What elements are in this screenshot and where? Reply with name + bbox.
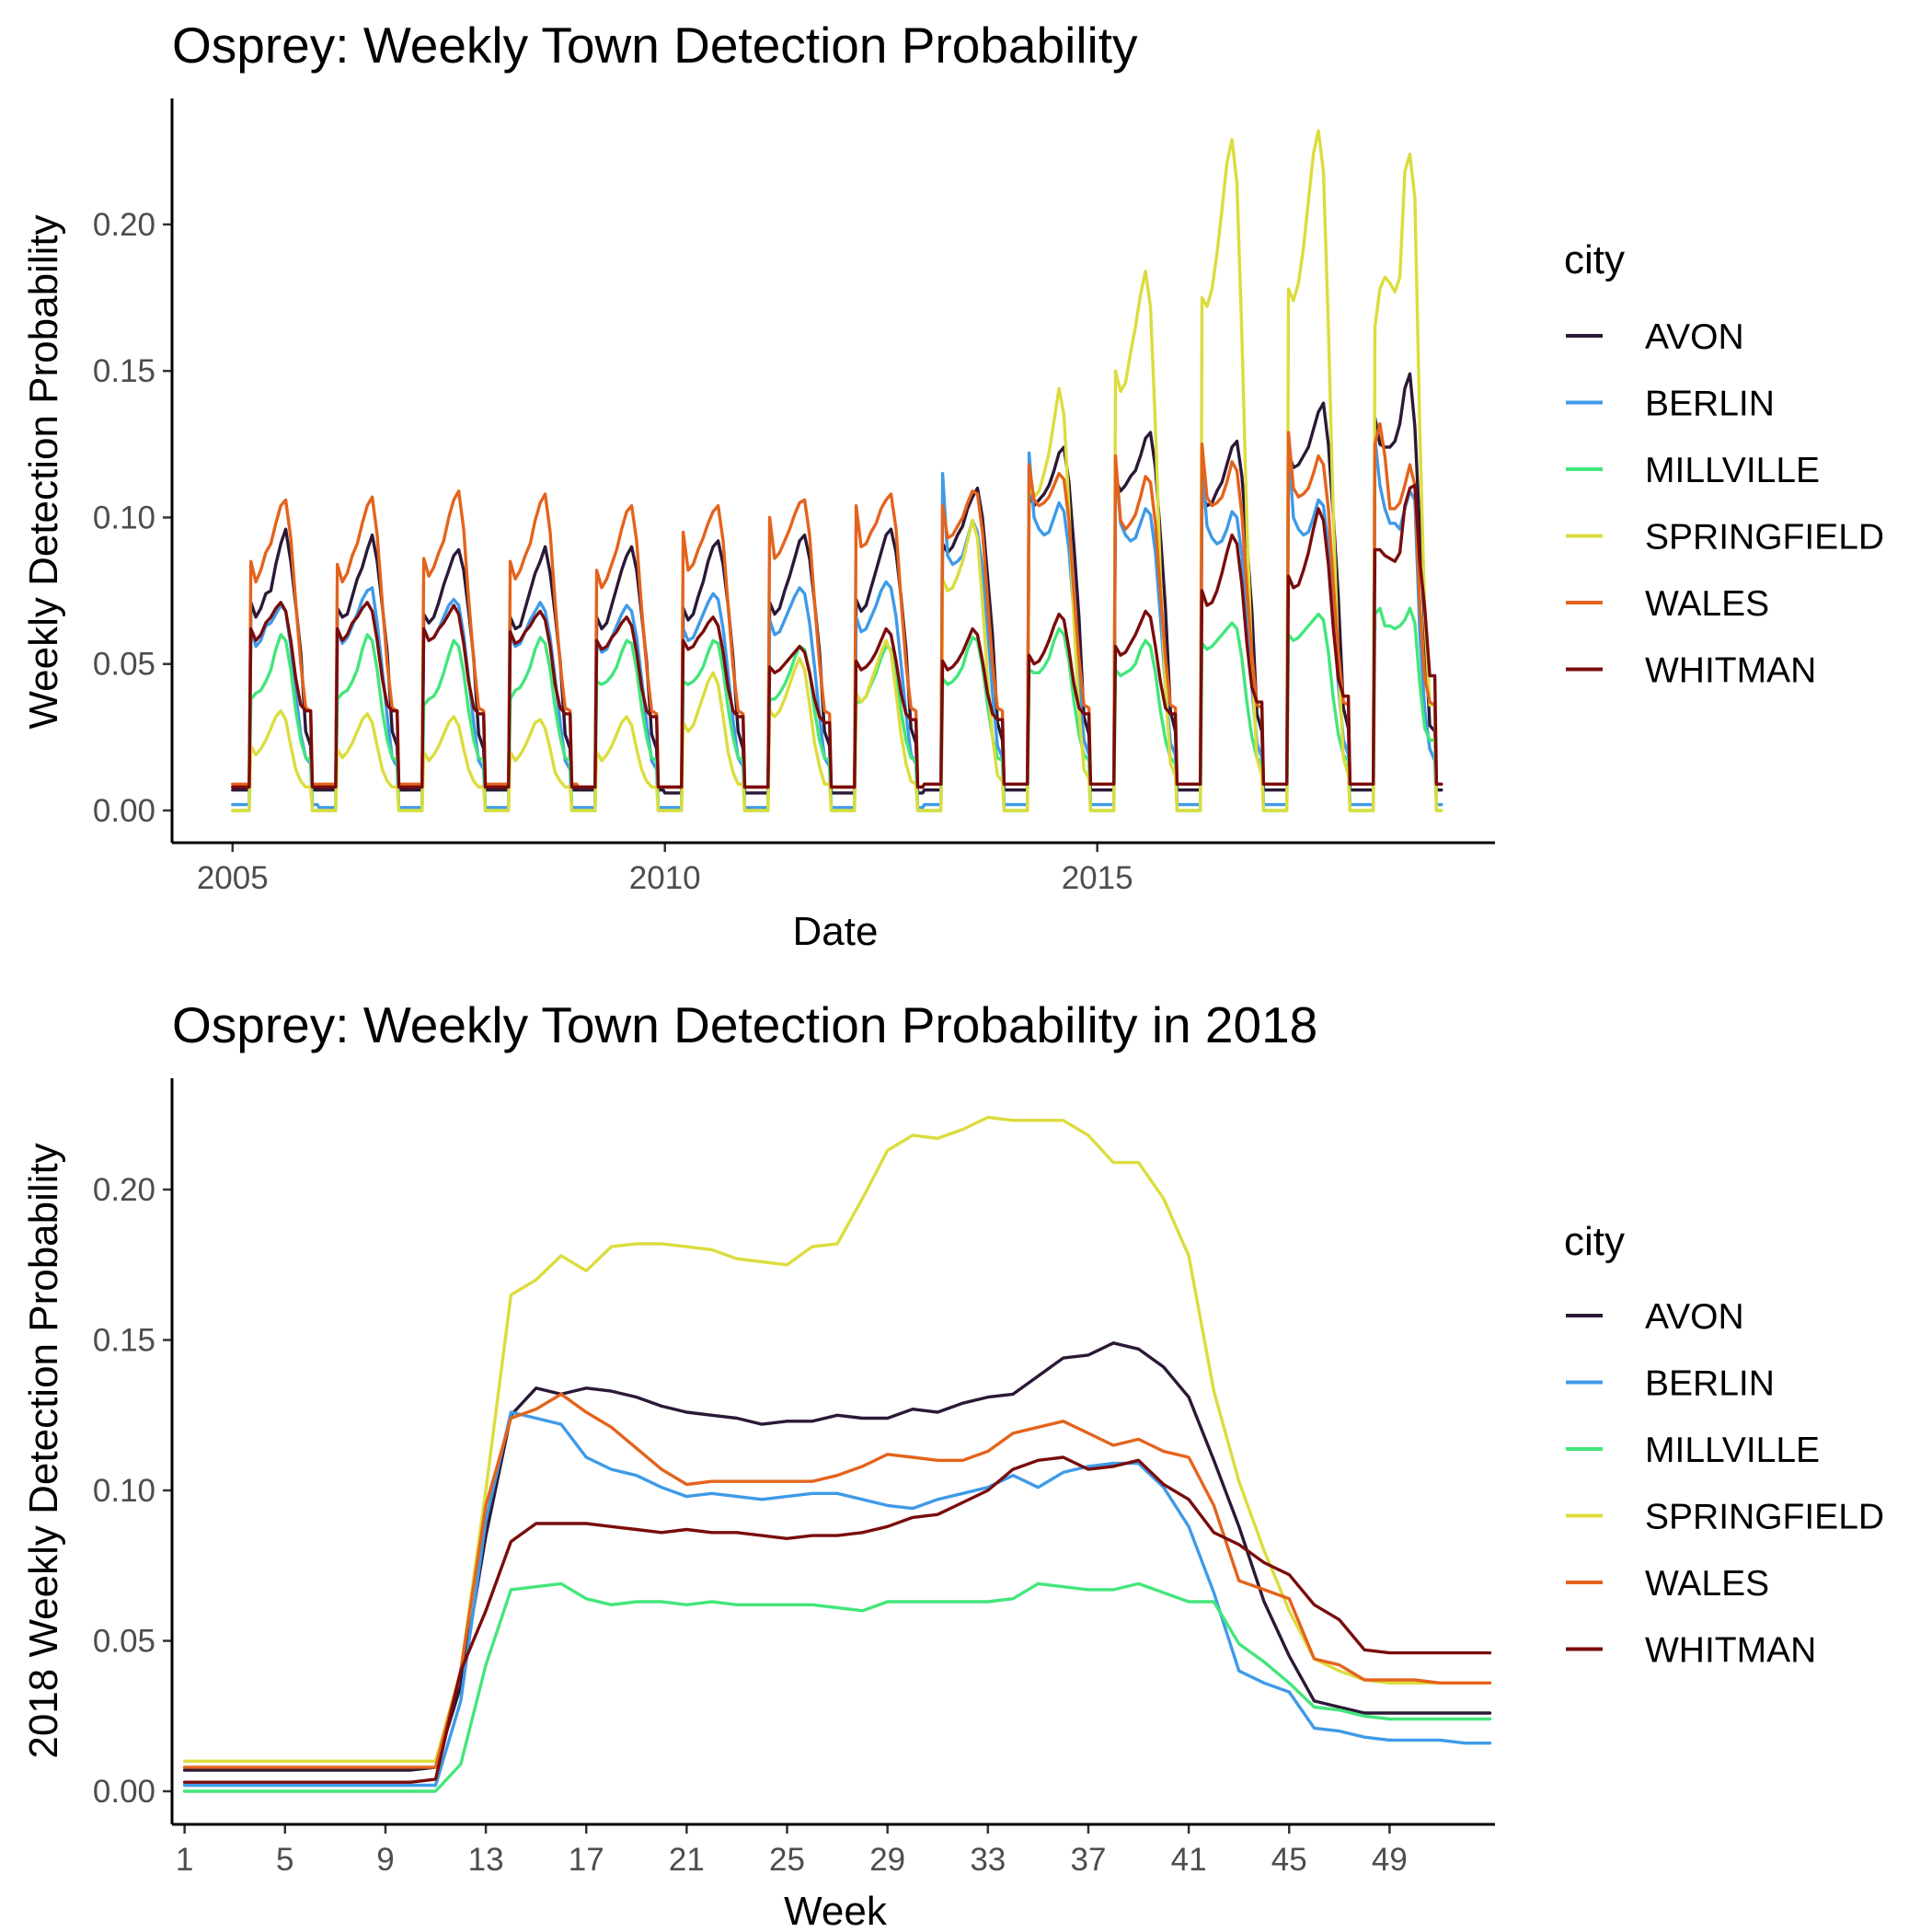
legend-label-berlin: BERLIN	[1645, 1364, 1775, 1404]
x-tick-label: 9	[376, 1842, 394, 1878]
series-line-springfield	[231, 129, 1443, 812]
series-line-whitman	[182, 1455, 1492, 1784]
y-tick-label: 0.00	[93, 793, 155, 829]
series-line-avon	[231, 372, 1443, 795]
x-tick-label: 33	[970, 1842, 1006, 1878]
legend-label-berlin: BERLIN	[1645, 385, 1775, 424]
chart-title: Osprey: Weekly Town Detection Probabilit…	[172, 996, 1317, 1053]
x-tick-label: 37	[1070, 1842, 1106, 1878]
axes	[170, 98, 1495, 845]
y-tick-label: 0.15	[93, 353, 155, 389]
y-tick-label: 0.10	[93, 1473, 155, 1509]
y-tick-label: 0.15	[93, 1323, 155, 1359]
axis-ticks: 0.00 0.05 0.10 0.15 0.20 1 5 9 13 17 21 25 29 33 37 41 4…	[93, 1172, 1408, 1878]
chart-panel-bottom: Osprey: Weekly Town Detection Probabilit…	[21, 996, 1884, 1932]
y-axis-title: Weekly Detection Probability	[21, 214, 66, 729]
x-tick-label: 2010	[629, 860, 701, 896]
legend: city AVON BERLIN MILLVILLE SPRINGFIELD WALES…	[1564, 1219, 1884, 1671]
legend-label-avon: AVON	[1645, 1297, 1744, 1337]
x-tick-label: 2015	[1062, 860, 1133, 896]
series-line-millville	[231, 606, 1443, 812]
series-lines	[182, 1115, 1492, 1793]
x-tick-label: 1	[176, 1842, 193, 1878]
y-tick-label: 0.05	[93, 1624, 155, 1660]
legend-title: city	[1564, 1219, 1625, 1264]
x-tick-label: 41	[1171, 1842, 1207, 1878]
x-tick-label: 25	[769, 1842, 805, 1878]
axis-ticks: 0.00 0.05 0.10 0.15 0.20 2005 2010 2015	[93, 207, 1133, 896]
chart-panel-top: Osprey: Weekly Town Detection Probabilit…	[21, 17, 1884, 954]
y-axis-title: 2018 Weekly Detection Probability	[21, 1143, 66, 1758]
legend-label-avon: AVON	[1645, 317, 1744, 357]
x-tick-label: 5	[276, 1842, 293, 1878]
y-tick-label: 0.10	[93, 500, 155, 535]
chart-title: Osprey: Weekly Town Detection Probabilit…	[172, 17, 1138, 74]
x-tick-label: 29	[869, 1842, 905, 1878]
axes	[170, 1078, 1495, 1826]
x-axis-title: Week	[784, 1889, 888, 1932]
legend-label-wales: WALES	[1645, 584, 1769, 624]
series-line-springfield	[182, 1115, 1492, 1763]
legend-label-whitman: WHITMAN	[1645, 1631, 1816, 1671]
legend-label-millville: MILLVILLE	[1645, 1431, 1820, 1470]
legend-label-springfield: SPRINGFIELD	[1645, 518, 1884, 558]
legend-label-wales: WALES	[1645, 1564, 1769, 1604]
x-tick-label: 17	[569, 1842, 604, 1878]
series-line-berlin	[182, 1410, 1492, 1788]
series-line-wales	[182, 1392, 1492, 1769]
series-line-wales	[231, 421, 1443, 789]
x-tick-label: 21	[669, 1842, 705, 1878]
y-tick-label: 0.20	[93, 207, 155, 243]
series-lines	[231, 129, 1443, 812]
x-axis-title: Date	[793, 909, 879, 954]
y-tick-label: 0.00	[93, 1774, 155, 1810]
x-tick-label: 13	[468, 1842, 504, 1878]
y-tick-label: 0.20	[93, 1172, 155, 1208]
legend-label-whitman: WHITMAN	[1645, 651, 1816, 691]
legend-title: city	[1564, 237, 1625, 282]
series-line-millville	[182, 1581, 1492, 1793]
series-line-whitman	[231, 483, 1443, 789]
legend-label-springfield: SPRINGFIELD	[1645, 1498, 1884, 1537]
legend-label-millville: MILLVILLE	[1645, 451, 1820, 490]
x-tick-label: 49	[1372, 1842, 1408, 1878]
series-line-avon	[182, 1341, 1492, 1772]
y-tick-label: 0.05	[93, 647, 155, 683]
series-line-berlin	[231, 436, 1443, 810]
x-tick-label: 45	[1271, 1842, 1307, 1878]
legend: city AVON BERLIN MILLVILLE SPRINGFIELD WALES…	[1564, 237, 1884, 691]
x-tick-label: 2005	[197, 860, 269, 896]
